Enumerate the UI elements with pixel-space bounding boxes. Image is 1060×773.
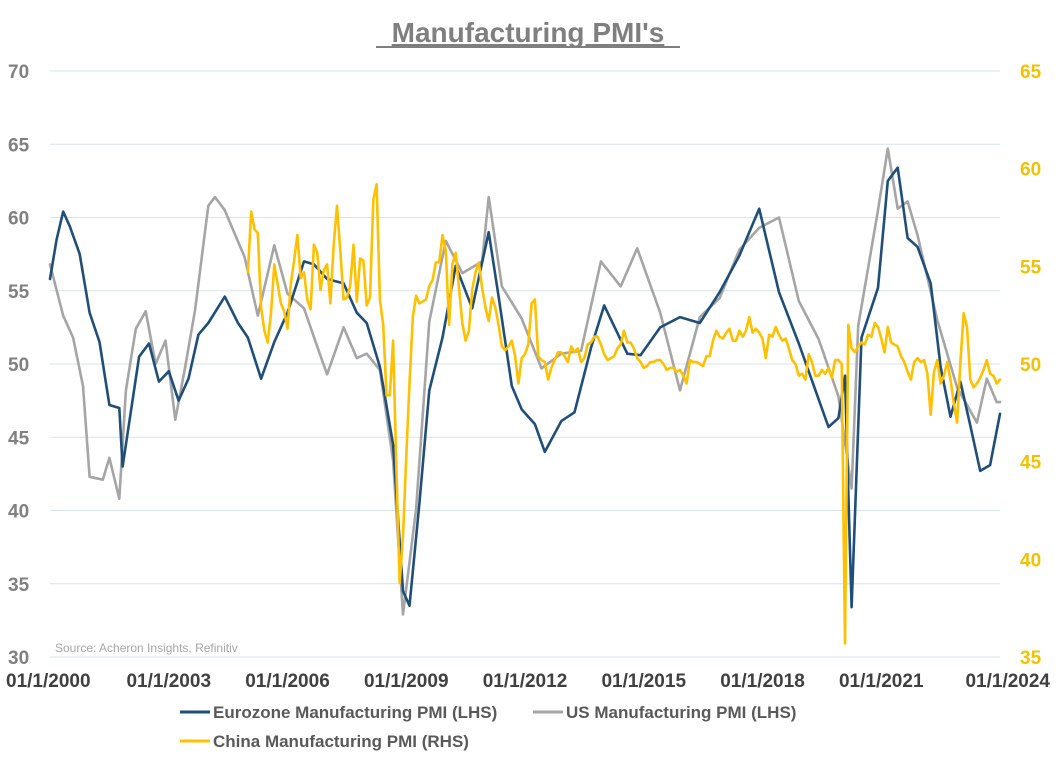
legend-label-us: US Manufacturing PMI (LHS) — [566, 703, 796, 722]
x-tick-label: 01/1/2006 — [245, 671, 330, 692]
legend: Eurozone Manufacturing PMI (LHS) US Manuf… — [180, 703, 796, 751]
left-tick-label: 40 — [8, 502, 29, 523]
series-line-eurozone — [48, 166, 1002, 609]
right-tick-label: 55 — [1020, 257, 1042, 278]
left-tick-label: 70 — [8, 62, 29, 83]
x-tick-label: 01/1/2021 — [839, 671, 924, 692]
x-tick-label: 01/1/2003 — [126, 671, 211, 692]
left-tick-label: 45 — [8, 428, 30, 449]
source-note: Source: Acheron Insights, Refinitiv — [55, 641, 238, 655]
x-tick-label: 01/1/2018 — [720, 671, 805, 692]
x-tick-label: 01/1/2012 — [483, 671, 568, 692]
left-tick-label: 30 — [8, 648, 29, 669]
right-tick-label: 40 — [1020, 550, 1041, 571]
x-tick-label: 01/1/2024 — [965, 671, 1050, 692]
left-tick-label: 35 — [8, 575, 30, 596]
chart-title: Manufacturing PMI's — [392, 17, 665, 48]
series-lines — [48, 147, 1002, 645]
right-tick-label: 35 — [1020, 648, 1042, 669]
legend-label-eurozone: Eurozone Manufacturing PMI (LHS) — [213, 703, 497, 722]
right-tick-label: 45 — [1020, 453, 1042, 474]
right-tick-label: 65 — [1020, 62, 1042, 83]
legend-label-china: China Manufacturing PMI (RHS) — [213, 732, 469, 751]
left-tick-label: 65 — [8, 135, 30, 156]
left-tick-label: 50 — [8, 355, 29, 376]
left-tick-label: 55 — [8, 282, 30, 303]
x-tick-label: 01/1/2015 — [601, 671, 686, 692]
x-tick-label: 01/1/2009 — [364, 671, 449, 692]
x-tick-label: 01/1/2000 — [6, 671, 91, 692]
right-tick-label: 50 — [1020, 355, 1041, 376]
axis-ticks: 30 35 40 45 50 55 60 65 70 35 40 45 50 55 60 65 01/1/200… — [6, 62, 1050, 692]
left-tick-label: 60 — [8, 209, 29, 230]
gridlines — [50, 70, 1000, 658]
right-tick-label: 60 — [1020, 160, 1041, 181]
series-line-us — [48, 147, 1002, 616]
series-line-china — [246, 183, 1002, 645]
